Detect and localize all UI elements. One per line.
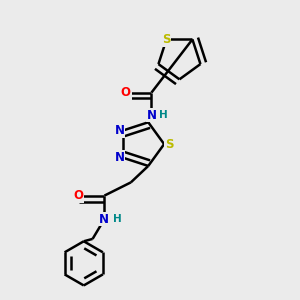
Text: S: S [162, 33, 171, 46]
Text: O: O [74, 189, 84, 202]
Text: N: N [115, 151, 124, 164]
Text: S: S [165, 138, 174, 151]
Text: H: H [113, 214, 122, 224]
Text: H: H [159, 110, 168, 120]
Text: O: O [121, 86, 131, 99]
Text: N: N [115, 124, 124, 137]
Text: N: N [146, 109, 157, 122]
Text: N: N [99, 213, 110, 226]
